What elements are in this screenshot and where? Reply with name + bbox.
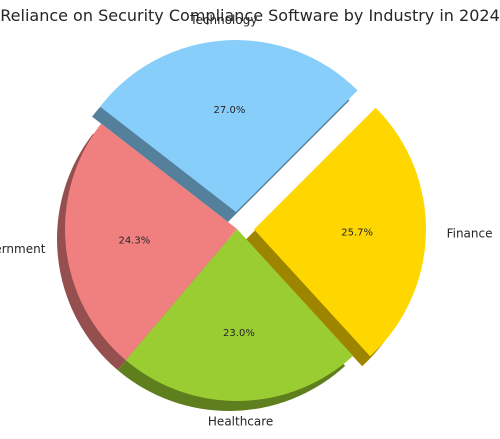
pct-label-healthcare: 23.0%: [223, 328, 255, 339]
label-layer: Technology 27.0% Government 24.3% Healthcare…: [0, 13, 493, 429]
slice-technology: [100, 40, 358, 213]
chart-title: Reliance on Security Compliance Software…: [0, 6, 500, 25]
slice-label-technology: Technology: [189, 13, 257, 27]
slice-layer: [65, 40, 426, 402]
slice-government: [65, 123, 237, 361]
pct-label-technology: 27.0%: [214, 105, 246, 116]
pct-label-finance: 25.7%: [341, 228, 373, 239]
slice-label-finance: Finance: [447, 227, 493, 241]
slice-label-government: Government: [0, 242, 46, 256]
slice-label-healthcare: Healthcare: [208, 415, 273, 429]
slice-finance: [253, 107, 426, 357]
slice-healthcare: [125, 229, 354, 402]
pct-label-government: 24.3%: [118, 236, 150, 247]
